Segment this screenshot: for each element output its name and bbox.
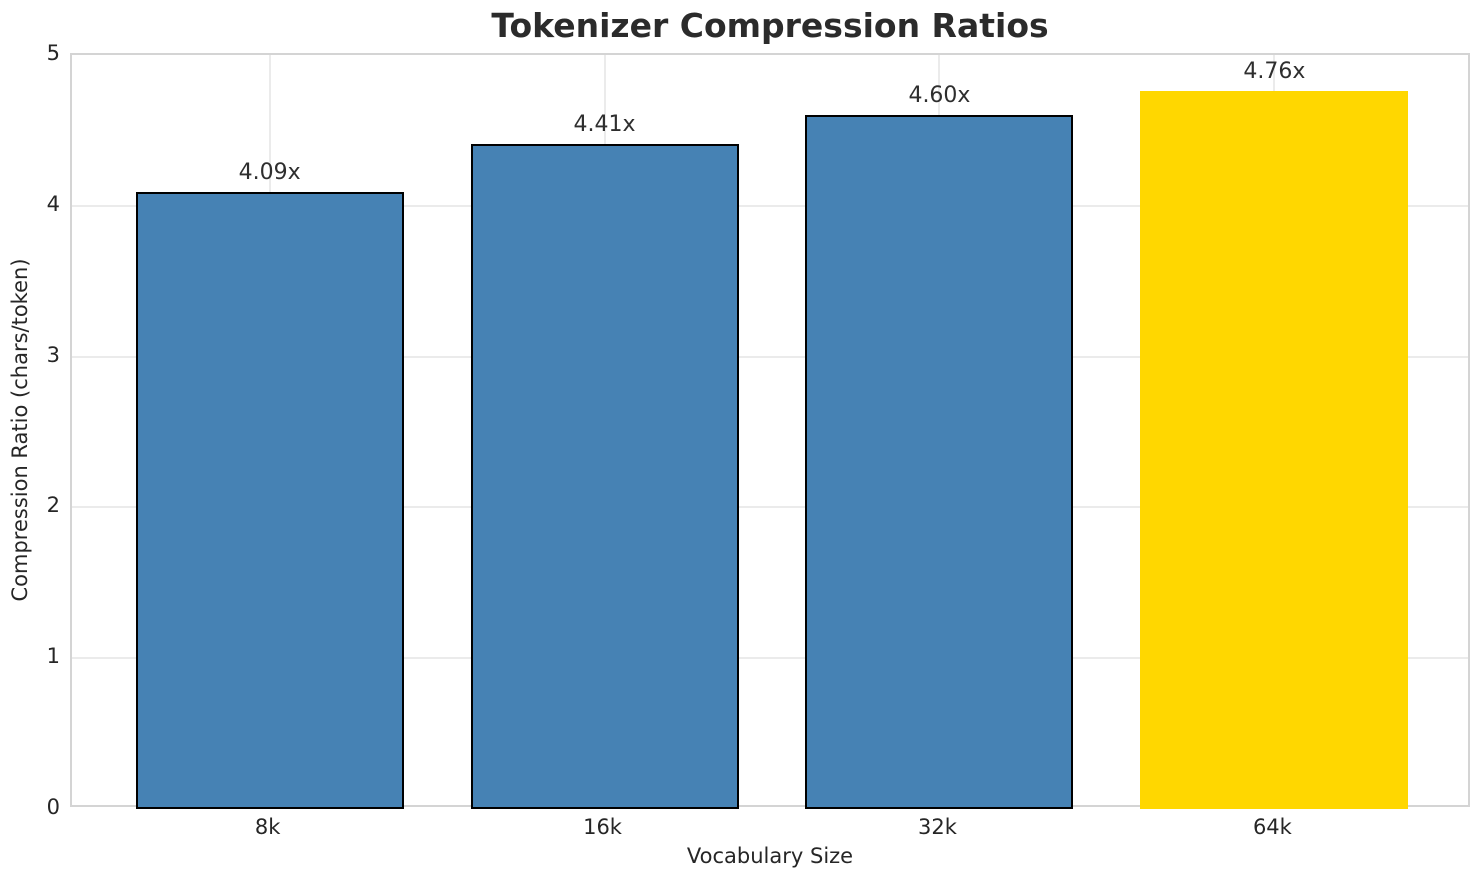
x-axis-label: Vocabulary Size: [686, 844, 854, 868]
x-tick-label: 8k: [254, 815, 281, 839]
y-axis-label: Compression Ratio (chars/token): [8, 258, 32, 602]
y-tick-label: 2: [46, 493, 60, 518]
y-tick-label: 4: [46, 191, 60, 216]
gridline-horizontal: [72, 204, 1468, 207]
bar-value-label: 4.41x: [573, 111, 636, 137]
bar-value-label: 4.76x: [1243, 59, 1306, 85]
y-tick-label: 5: [46, 41, 60, 65]
bar-32k: [805, 115, 1074, 809]
y-tick-label: 0: [46, 795, 60, 819]
gridline-horizontal: [72, 657, 1468, 660]
x-tick-label: 16k: [583, 815, 622, 839]
bar-value-label: 4.09x: [238, 160, 301, 186]
gridline-horizontal: [72, 355, 1468, 358]
bar-8k: [135, 192, 404, 809]
y-tick-label: 1: [46, 644, 60, 669]
bar-16k: [470, 143, 739, 809]
x-tick-label: 64k: [1252, 815, 1292, 839]
y-tick-label: 3: [46, 342, 60, 367]
plot-area: 4.09x 4.41x 4.60x 4.76x: [70, 53, 1470, 809]
bar-64k: [1140, 91, 1409, 809]
chart-title: Tokenizer Compression Ratios: [491, 6, 1049, 45]
x-tick-label: 32k: [918, 815, 957, 839]
gridline-horizontal: [72, 506, 1468, 509]
bar-value-label: 4.60x: [908, 83, 971, 109]
